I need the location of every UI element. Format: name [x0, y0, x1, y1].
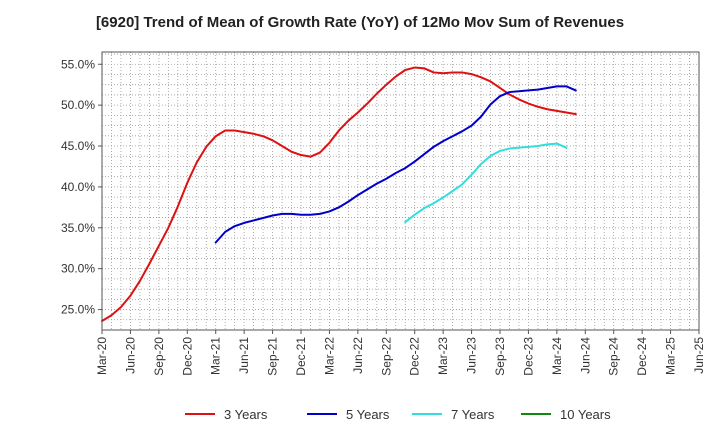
y-tick-label: 35.0% [61, 221, 95, 235]
y-tick-label: 50.0% [61, 98, 95, 112]
series-line-5-years [214, 85, 577, 244]
legend: 3 Years 5 Years 7 Years 10 Years [185, 407, 611, 422]
x-tick-label: Mar-22 [322, 337, 336, 375]
x-tick-label: Jun-21 [237, 337, 251, 374]
series-line-7-years [404, 142, 568, 224]
x-tick-label: Sep-20 [152, 337, 166, 376]
x-tick-label: Jun-23 [465, 337, 479, 374]
x-tick-label: Dec-24 [635, 337, 649, 376]
x-tick-label: Jun-20 [123, 337, 137, 374]
x-tick-label: Sep-24 [607, 337, 621, 376]
x-tick-label: Mar-20 [95, 337, 109, 375]
x-axis-ticks: Mar-20 Jun-20 Sep-20 Dec-20 Mar-21 Jun-21 Sep-… [95, 330, 706, 376]
y-tick-label: 25.0% [61, 303, 95, 317]
y-tick-label: 40.0% [61, 180, 95, 194]
series-line-3-years [101, 66, 577, 323]
plot-area [102, 52, 699, 330]
x-tick-label: Sep-22 [379, 337, 393, 376]
x-tick-label: Jun-24 [578, 337, 592, 374]
x-tick-label: Mar-24 [550, 337, 564, 375]
legend-label: 3 Years [224, 407, 268, 422]
x-tick-label: Dec-22 [408, 337, 422, 376]
x-tick-label: Jun-22 [351, 337, 365, 374]
x-tick-label: Sep-23 [493, 337, 507, 376]
y-tick-label: 45.0% [61, 139, 95, 153]
y-tick-label: 30.0% [61, 262, 95, 276]
legend-label: 5 Years [346, 407, 390, 422]
x-tick-label: Mar-21 [209, 337, 223, 375]
chart-title: [6920] Trend of Mean of Growth Rate (YoY… [95, 14, 625, 31]
legend-label: 10 Years [560, 407, 611, 422]
x-tick-label: Dec-20 [180, 337, 194, 376]
y-tick-label: 55.0% [61, 57, 95, 71]
x-tick-label: Sep-21 [266, 337, 280, 376]
x-tick-label: Jun-25 [692, 337, 706, 374]
x-tick-label: Mar-23 [436, 337, 450, 375]
grid-layer [102, 52, 699, 330]
x-tick-label: Dec-23 [521, 337, 535, 376]
plot-frame [101, 51, 700, 331]
y-axis-ticks: 25.0% 30.0% 35.0% 40.0% 45.0% 50.0% 55.0% [61, 57, 102, 317]
x-tick-label: Mar-25 [664, 337, 678, 375]
series-layer [101, 66, 577, 323]
legend-label: 7 Years [451, 407, 495, 422]
x-tick-label: Dec-21 [294, 337, 308, 376]
